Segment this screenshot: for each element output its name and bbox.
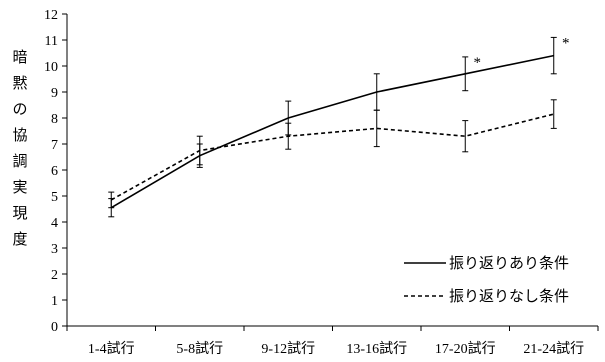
y-axis-label-char: 調 (12, 153, 27, 170)
y-tick-label: 4 (51, 216, 58, 231)
error-bar (373, 109, 380, 148)
error-bar (550, 99, 557, 129)
x-tick-label: 5-8試行 (176, 341, 223, 357)
y-tick-label: 5 (51, 190, 58, 205)
y-tick-label: 7 (51, 138, 58, 153)
y-tick-label: 2 (51, 268, 58, 283)
x-tick-label: 9-12試行 (261, 341, 315, 357)
y-tick-label: 10 (44, 60, 58, 75)
y-axis-label-char: 暗 (12, 49, 27, 66)
x-axis: 1-4試行 5-8試行 9-12試行 13-16試行 17-20試行 21-24試行 (66, 325, 599, 357)
x-tick-label: 21-24試行 (523, 341, 584, 357)
significance-markers: ** (474, 35, 570, 71)
error-bar (285, 122, 292, 150)
error-bar (550, 36, 557, 75)
x-tick-label: 1-4試行 (88, 341, 135, 357)
significance-asterisk: * (474, 55, 482, 71)
series-line-without-reflection (110, 113, 554, 201)
y-axis-label-char: の (12, 102, 27, 118)
y-tick-label: 0 (51, 320, 58, 335)
error-bar (462, 120, 469, 153)
y-tick-label: 12 (44, 8, 58, 23)
series-lines (110, 54, 554, 209)
error-bar (196, 135, 203, 166)
error-bar (462, 56, 469, 92)
y-tick-label: 3 (51, 242, 58, 257)
series-line-with-reflection (110, 54, 554, 209)
legend-label: 振り返りあり条件 (449, 255, 569, 272)
significance-asterisk: * (562, 35, 570, 51)
x-tick-label: 17-20試行 (435, 341, 496, 357)
y-tick-label: 6 (51, 164, 58, 179)
y-axis-label-char: 現 (12, 206, 27, 222)
legend-label: 振り返りなし条件 (449, 288, 569, 305)
error-bar (108, 191, 115, 209)
y-tick-label: 11 (45, 34, 58, 49)
y-axis-label-char: 度 (12, 231, 27, 248)
y-axis-label-char: 実 (12, 179, 27, 196)
y-tick-label: 9 (51, 86, 58, 101)
error-bars (108, 36, 557, 218)
x-tick-label: 13-16試行 (346, 341, 407, 357)
y-tick-label: 8 (51, 112, 58, 127)
y-tick-label: 1 (51, 294, 58, 309)
y-axis-label-char: 協 (12, 127, 27, 144)
y-axis-label-char: 黙 (12, 75, 27, 92)
